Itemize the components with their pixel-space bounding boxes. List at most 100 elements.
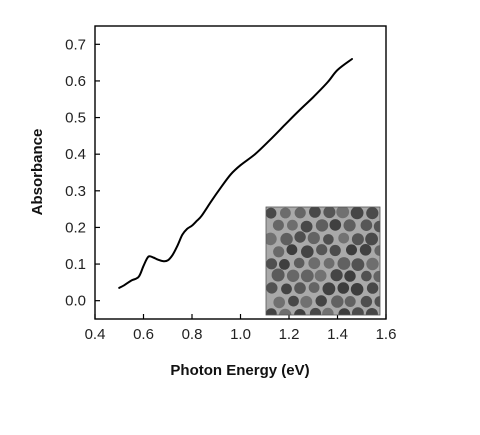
x-tick-label: 0.8: [182, 326, 203, 343]
nanoparticle: [323, 257, 335, 269]
nanoparticle: [352, 307, 364, 315]
y-tick-label: 0.6: [65, 73, 86, 90]
nanoparticle: [350, 207, 364, 220]
x-axis-title: Photon Energy (eV): [170, 362, 309, 379]
nanoparticle: [293, 257, 305, 269]
x-axis-ticks: 0.4 0.6 0.8 1.0 1.2 1.4 1.6: [85, 314, 397, 343]
nanoparticle: [344, 270, 356, 282]
nanoparticle: [309, 307, 322, 315]
nanoparticle: [300, 220, 313, 233]
nanoparticle: [266, 308, 277, 315]
nanoparticle: [382, 283, 393, 294]
x-tick-label: 1.0: [230, 326, 251, 343]
nanoparticle: [388, 219, 400, 231]
absorbance-series-line: [118, 58, 353, 289]
nanoparticle: [323, 207, 336, 219]
nanoparticle: [337, 257, 351, 270]
nanoparticle: [300, 269, 314, 283]
nanoparticle: [273, 296, 286, 309]
nanoparticle: [337, 282, 350, 294]
nanoparticle: [286, 269, 300, 282]
x-tick-label: 1.4: [327, 326, 348, 343]
y-axis-ticks: 0.0 0.1 0.2 0.3 0.4 0.5 0.6 0.7: [65, 36, 100, 310]
nanoparticle: [322, 282, 336, 296]
nanoparticle: [366, 207, 379, 220]
nanoparticle: [323, 234, 334, 245]
nanoparticle: [381, 259, 393, 271]
y-axis-title: Absorbance: [29, 129, 46, 216]
nanoparticle: [271, 268, 285, 282]
nanoparticle: [344, 296, 356, 307]
nanoparticle: [294, 282, 306, 294]
nanoparticle: [280, 232, 293, 246]
x-tick-label: 1.2: [279, 326, 300, 343]
nanoparticle: [365, 232, 378, 246]
nanoparticle: [316, 244, 328, 256]
nanoparticle: [300, 295, 313, 308]
nanoparticle: [273, 246, 285, 258]
nanoparticle: [280, 207, 291, 219]
y-tick-label: 0.5: [65, 110, 86, 127]
nanoparticle: [288, 295, 299, 307]
nanoparticle: [388, 246, 399, 257]
nanoparticle: [266, 282, 278, 294]
nanoparticle: [308, 257, 321, 270]
nanoparticle: [266, 232, 277, 246]
nanoparticle: [331, 295, 344, 308]
nanoparticle-micrograph-icon: [266, 207, 401, 315]
nanoparticle: [373, 270, 380, 283]
nanoparticle: [373, 220, 380, 233]
nanoparticle: [279, 308, 292, 315]
nanoparticle: [294, 207, 306, 219]
nanoparticle: [350, 283, 364, 296]
nanoparticle: [329, 219, 342, 231]
x-tick-label: 0.6: [133, 326, 154, 343]
y-tick-label: 0.3: [65, 183, 86, 200]
nanoparticle: [301, 245, 314, 258]
nanoparticle: [307, 231, 320, 245]
nanoparticle: [286, 244, 298, 256]
nanoparticle: [366, 282, 379, 294]
y-tick-label: 0.2: [65, 219, 86, 236]
nanoparticle: [279, 259, 290, 270]
nanoparticle: [309, 207, 321, 218]
y-tick-label: 0.7: [65, 36, 86, 53]
nanoparticle: [336, 207, 350, 219]
y-tick-label: 0.4: [65, 146, 86, 163]
nanoparticle: [281, 283, 292, 295]
nanoparticle: [329, 244, 341, 257]
nanoparticle: [272, 219, 284, 231]
nanoparticle: [366, 257, 379, 271]
y-tick-label: 0.1: [65, 256, 86, 273]
nanoparticle: [346, 244, 357, 256]
nanoparticle: [287, 219, 298, 231]
nanoparticle: [374, 245, 380, 256]
nanoparticle: [308, 282, 320, 293]
nanoparticle: [266, 258, 278, 270]
series-layer: [118, 58, 353, 289]
nanoparticle: [322, 307, 334, 315]
nanoparticle: [359, 244, 372, 256]
nanoparticle: [361, 270, 372, 282]
nanoparticle: [314, 269, 327, 282]
y-tick-label: 0.0: [65, 293, 86, 310]
nanoparticle-micrograph-inset: [265, 206, 401, 316]
nanoparticle: [330, 269, 343, 282]
nanoparticle: [315, 219, 329, 232]
micrograph-border: [265, 206, 381, 316]
nanoparticle: [374, 296, 380, 307]
nanoparticle: [351, 233, 364, 246]
x-tick-label: 1.6: [376, 326, 397, 343]
nanoparticle: [389, 296, 401, 308]
nanoparticle: [360, 295, 373, 308]
nanoparticle: [338, 232, 350, 244]
nanoparticle: [360, 219, 373, 231]
nanoparticle: [315, 295, 327, 307]
nanoparticle: [294, 231, 306, 243]
nanoparticle: [294, 309, 306, 315]
nanoparticle: [266, 207, 277, 219]
nanoparticle: [365, 308, 378, 315]
nanoparticle: [351, 258, 365, 271]
nanoparticle: [388, 271, 400, 283]
